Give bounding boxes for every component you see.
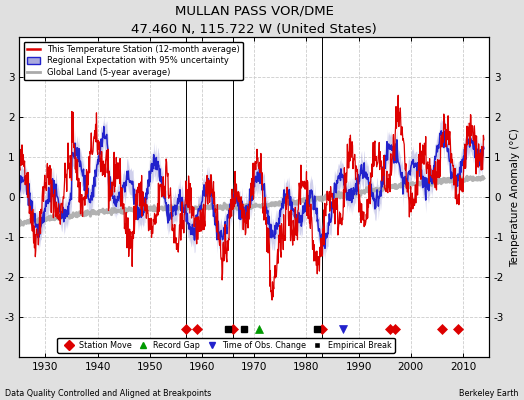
Title: MULLAN PASS VOR/DME
47.460 N, 115.722 W (United States): MULLAN PASS VOR/DME 47.460 N, 115.722 W … <box>132 4 377 36</box>
Legend: Station Move, Record Gap, Time of Obs. Change, Empirical Break: Station Move, Record Gap, Time of Obs. C… <box>57 338 395 353</box>
Y-axis label: Temperature Anomaly (°C): Temperature Anomaly (°C) <box>510 128 520 266</box>
Text: Berkeley Earth: Berkeley Earth <box>460 389 519 398</box>
Text: Data Quality Controlled and Aligned at Breakpoints: Data Quality Controlled and Aligned at B… <box>5 389 212 398</box>
